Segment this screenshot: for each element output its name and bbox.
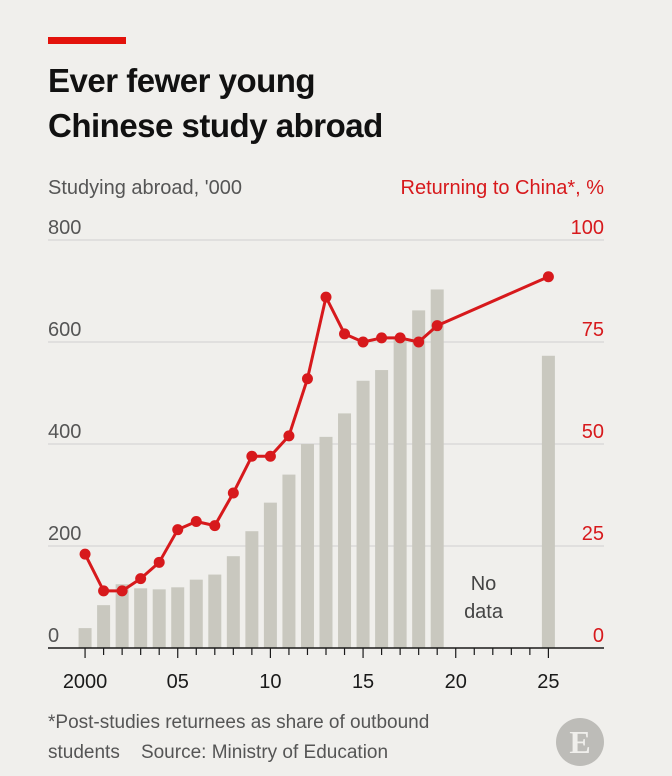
returning-point [190, 516, 202, 528]
returning-point [135, 573, 147, 585]
right-tick-label: 50 [582, 421, 604, 443]
left-tick-label: 800 [48, 217, 81, 239]
right-axis-label: Returning to China*, % [400, 177, 604, 199]
returning-point [320, 291, 332, 303]
annotation-data: data [464, 601, 504, 623]
bar [282, 474, 296, 648]
bar [134, 588, 148, 648]
returning-point [394, 332, 406, 344]
footnote-line-2: students Source: Ministry of Education [48, 742, 389, 763]
returning-line [83, 275, 550, 593]
returning-point [264, 450, 276, 462]
footnote: *Post-studies returnees as share of outb… [48, 708, 528, 768]
bar [319, 436, 333, 648]
bar [356, 380, 370, 648]
returning-point [153, 556, 165, 568]
x-tick-label: 10 [259, 671, 281, 693]
bar [152, 589, 166, 648]
bar [430, 289, 444, 648]
economist-logo: E [556, 718, 604, 766]
footnote-line-1: *Post-studies returnees as share of outb… [48, 712, 430, 733]
bar [263, 502, 277, 648]
returning-point [357, 336, 369, 348]
x-tick-label: 25 [537, 671, 559, 693]
bar [245, 531, 259, 648]
bar [541, 355, 555, 648]
title-line-1: Ever fewer young [48, 62, 316, 99]
bar [375, 370, 389, 648]
returning-point [301, 373, 313, 385]
bar [171, 587, 185, 648]
bar [208, 574, 222, 648]
x-tick-label: 2000 [63, 671, 108, 693]
returning-point [339, 328, 351, 340]
left-tick-label: 200 [48, 523, 81, 545]
right-tick-label: 0 [593, 625, 604, 647]
returning-point [172, 524, 184, 536]
returning-point [542, 271, 554, 283]
left-tick-label: 400 [48, 421, 81, 443]
left-tick-label: 0 [48, 625, 59, 647]
returning-point [209, 520, 221, 532]
chart-title: Ever fewer young Chinese study abroad [48, 58, 608, 148]
bar [97, 605, 111, 648]
left-tick-label: 600 [48, 319, 81, 341]
left-axis-label: Studying abroad, '000 [48, 177, 242, 199]
bar [338, 413, 352, 648]
right-tick-label: 75 [582, 319, 604, 341]
returning-point [98, 585, 110, 597]
returning-point [227, 487, 239, 499]
bar [393, 337, 407, 648]
accent-bar [48, 37, 126, 44]
right-tick-label: 100 [571, 217, 604, 239]
returning-point [376, 332, 388, 344]
x-tick-label: 05 [167, 671, 189, 693]
returning-point [413, 336, 425, 348]
bar [189, 579, 203, 648]
annotation-no: No [471, 573, 497, 595]
title-line-2: Chinese study abroad [48, 107, 383, 144]
bar [300, 444, 314, 648]
bar [78, 628, 92, 648]
bar [115, 584, 129, 648]
bar [226, 556, 240, 648]
x-tick-label: 15 [352, 671, 374, 693]
returning-point [431, 320, 443, 332]
returning-point [79, 548, 91, 560]
returning-point [116, 585, 128, 597]
returning-point [246, 450, 258, 462]
returning-point [283, 430, 295, 442]
bar [412, 310, 426, 648]
x-tick-label: 20 [445, 671, 467, 693]
right-tick-label: 25 [582, 523, 604, 545]
